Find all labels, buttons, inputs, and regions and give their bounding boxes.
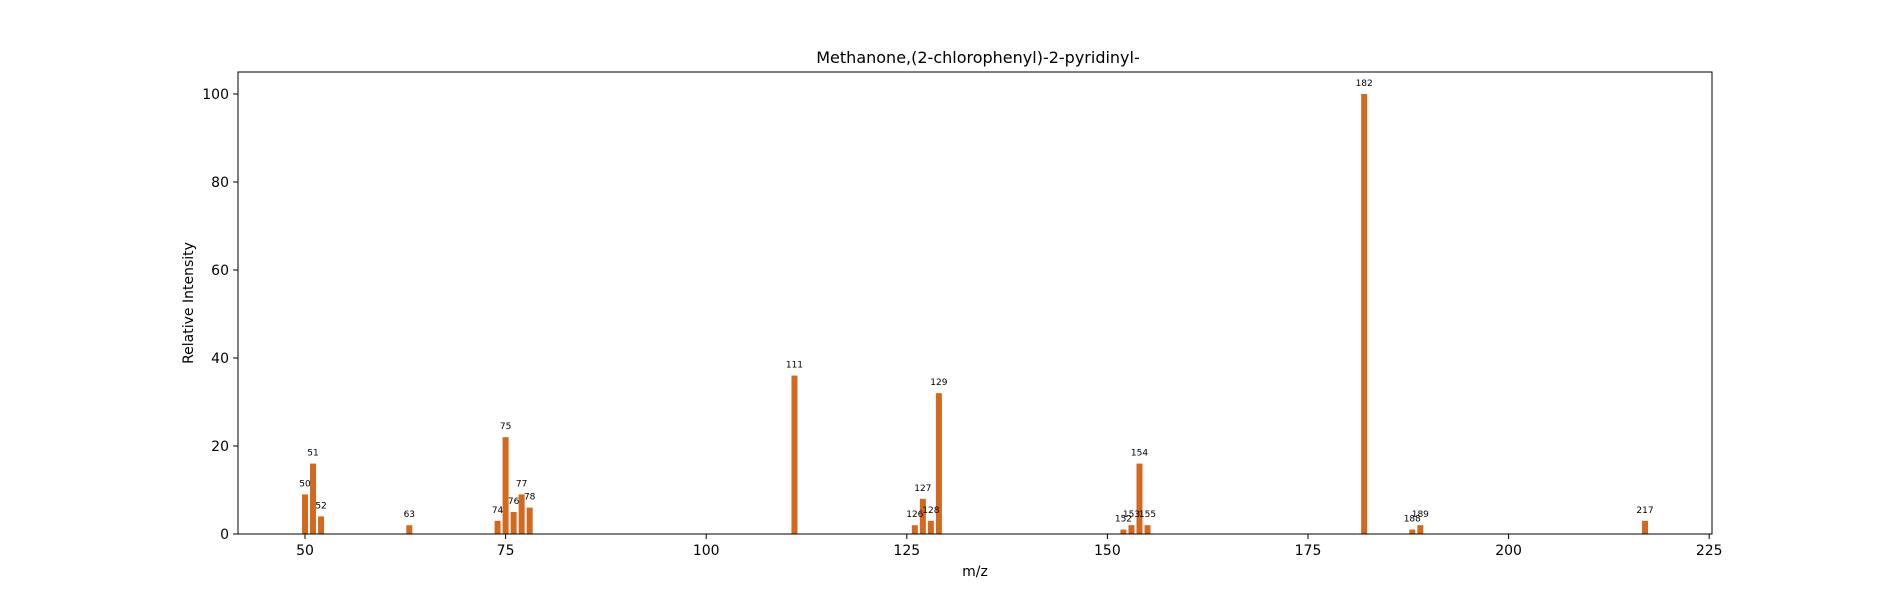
y-tick-label: 100 — [202, 87, 229, 103]
peak-label-78: 78 — [524, 493, 536, 503]
peak-label-127: 127 — [914, 484, 931, 494]
bar-mz-63 — [406, 525, 413, 534]
bar-mz-78 — [526, 507, 533, 534]
bar-mz-217 — [1642, 520, 1648, 534]
y-tick-label: 60 — [211, 263, 229, 279]
peak-label-217: 217 — [1636, 506, 1653, 516]
x-tick-label: 75 — [497, 543, 515, 559]
bar-mz-188 — [1409, 529, 1416, 534]
peak-label-74: 74 — [492, 506, 504, 516]
y-axis-ticks: 0 20 40 60 80 100 — [202, 87, 238, 543]
bar-mz-111 — [791, 375, 798, 534]
peak-label-50: 50 — [299, 479, 311, 489]
y-tick-label: 0 — [220, 527, 229, 543]
chart-title: Methanone,(2-chlorophenyl)-2-pyridinyl- — [816, 48, 1140, 67]
peak-label-129: 129 — [930, 378, 947, 388]
plot-frame — [237, 71, 1713, 535]
bar-mz-50 — [302, 494, 308, 534]
peak-label-75: 75 — [500, 422, 511, 432]
bar-mz-126 — [911, 525, 918, 534]
bar-mz-128 — [927, 520, 934, 534]
bar-mz-155 — [1144, 525, 1151, 534]
bar-mz-127 — [919, 498, 926, 534]
bar-mz-52 — [318, 516, 325, 534]
peak-label-52: 52 — [315, 501, 326, 511]
y-tick-label: 40 — [211, 351, 229, 367]
x-axis-ticks: 50 75 100 125 150 175 200 225 — [296, 534, 1723, 559]
bar-mz-189 — [1417, 525, 1424, 534]
x-tick-label: 100 — [693, 543, 720, 559]
bar-mz-153 — [1128, 525, 1135, 534]
x-tick-label: 225 — [1696, 543, 1723, 559]
bar-mz-152 — [1120, 529, 1127, 534]
peak-label-126: 126 — [906, 510, 923, 520]
x-tick-label: 150 — [1094, 543, 1121, 559]
bar-mz-76 — [510, 512, 517, 534]
peak-label-128: 128 — [922, 506, 939, 516]
peak-label-189: 189 — [1412, 510, 1429, 520]
x-tick-label: 200 — [1495, 543, 1522, 559]
x-tick-label: 125 — [893, 543, 920, 559]
peak-label-152: 152 — [1115, 515, 1132, 525]
peak-label-188: 188 — [1404, 515, 1421, 525]
peak-label-51: 51 — [307, 449, 318, 459]
bar-mz-129 — [935, 393, 942, 534]
bar-mz-182 — [1361, 94, 1368, 534]
peak-label-77: 77 — [516, 479, 527, 489]
peak-label-182: 182 — [1356, 79, 1373, 89]
bar-mz-77 — [518, 494, 525, 534]
peak-label-155: 155 — [1139, 510, 1156, 520]
bar-mz-154 — [1136, 463, 1143, 534]
peak-label-153: 153 — [1123, 510, 1140, 520]
y-axis-label: Relative Intensity — [181, 242, 197, 364]
peak-label-76: 76 — [508, 497, 520, 507]
x-tick-label: 175 — [1295, 543, 1322, 559]
bar-mz-75 — [502, 437, 509, 534]
peak-label-63: 63 — [404, 510, 415, 520]
bar-mz-74 — [494, 520, 501, 534]
bar-group — [302, 94, 1648, 534]
x-tick-label: 50 — [296, 543, 314, 559]
y-tick-label: 80 — [211, 175, 229, 191]
x-axis-label: m/z — [962, 564, 988, 580]
peak-label-111: 111 — [786, 361, 803, 371]
y-tick-label: 20 — [211, 439, 229, 455]
bar-mz-51 — [310, 463, 317, 534]
peak-label-154: 154 — [1131, 449, 1148, 459]
